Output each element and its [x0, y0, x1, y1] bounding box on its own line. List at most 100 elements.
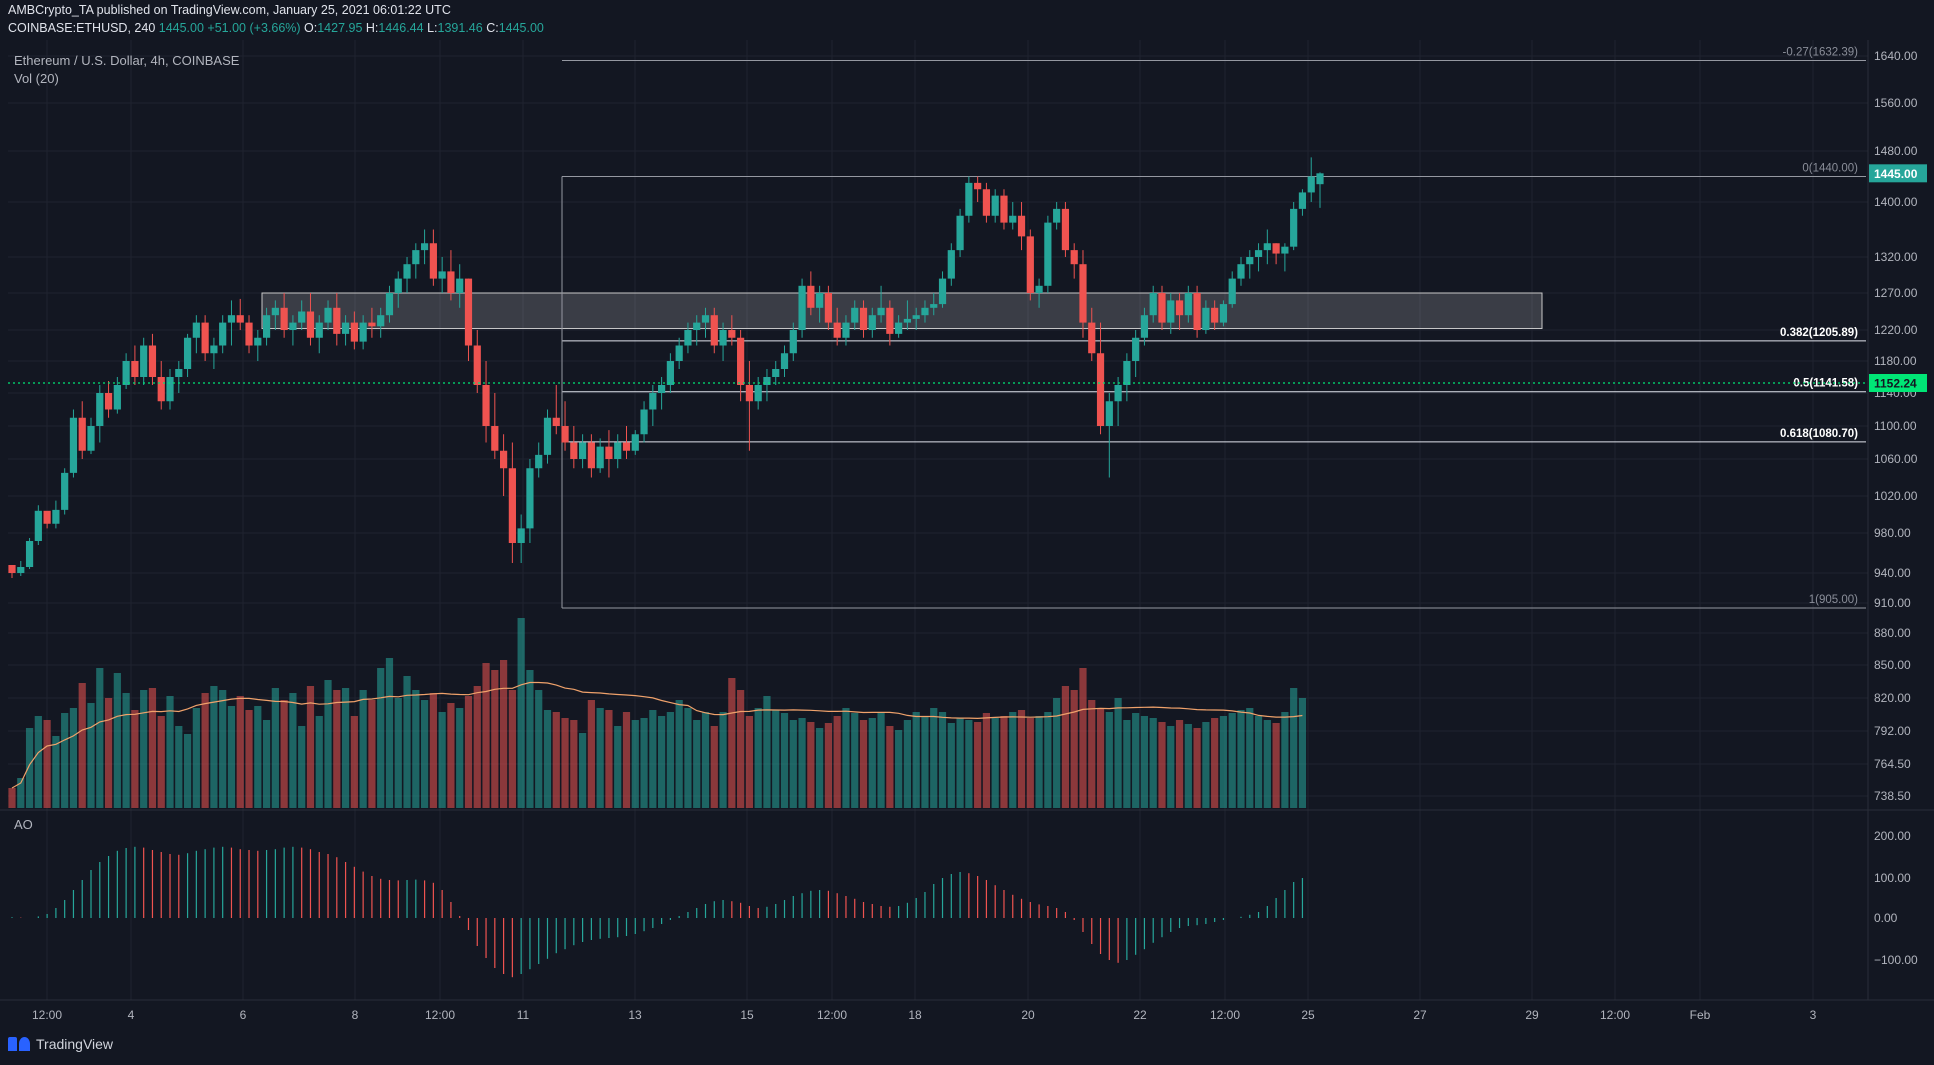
legend-volume[interactable]: Vol (20) — [14, 71, 59, 86]
volume-bar — [192, 708, 200, 808]
volume-bar — [420, 700, 429, 808]
volume-bar — [456, 708, 464, 808]
candle-body — [833, 322, 841, 338]
volume-bar — [104, 698, 113, 808]
candle-body — [859, 307, 868, 330]
volume-bar — [833, 716, 841, 808]
candle-body — [394, 278, 402, 293]
volume-bar — [227, 706, 236, 808]
time-tick-label: 12:00 — [817, 1008, 847, 1022]
price-tick-label: 880.00 — [1874, 626, 1911, 640]
volume-bar — [807, 722, 815, 808]
price-tick-label: 1100.00 — [1874, 419, 1917, 433]
tradingview-brand[interactable]: TradingView — [8, 1036, 113, 1052]
open-label: O: — [304, 21, 318, 35]
candle-body — [851, 307, 859, 323]
volume-bar — [1219, 716, 1228, 808]
fib-label: 1(905.00) — [1809, 594, 1858, 606]
candle-body — [1017, 215, 1026, 237]
volume-bar — [1132, 713, 1140, 808]
volume-bar — [350, 716, 358, 808]
candle-body — [780, 353, 789, 369]
volume-bar — [631, 720, 639, 808]
candle-body — [1088, 322, 1096, 354]
volume-bar — [991, 718, 999, 808]
candle-body — [763, 377, 771, 385]
volume-bar — [640, 718, 648, 808]
volume-bar — [868, 718, 876, 808]
volume-bar — [122, 693, 130, 808]
volume-bar — [1263, 720, 1271, 808]
ao-tick-label: 100.00 — [1874, 871, 1911, 885]
candle-body — [499, 450, 508, 469]
volume-bar — [245, 710, 253, 808]
candle-body — [148, 345, 157, 377]
last-price: 1445.00 — [158, 21, 204, 35]
candle-body — [8, 565, 16, 573]
volume-bar — [61, 713, 69, 808]
volume-bar — [1237, 710, 1245, 808]
volume-bar — [1079, 668, 1087, 808]
volume-bar — [535, 690, 543, 808]
candle-body — [482, 385, 490, 426]
legend-title[interactable]: Ethereum / U.S. Dollar, 4h, COINBASE — [14, 53, 240, 68]
price-tick-label: 738.50 — [1874, 789, 1911, 803]
candle-body — [315, 322, 323, 338]
candle-body — [1211, 307, 1219, 323]
volume-bar — [183, 734, 192, 808]
low-label: L: — [427, 21, 438, 35]
chart-legend: Ethereum / U.S. Dollar, 4h, COINBASE Vol… — [14, 52, 239, 88]
volume-bar — [798, 718, 806, 808]
price-tick-label: 1480.00 — [1874, 144, 1918, 158]
ao-tick-label: 0.00 — [1874, 911, 1898, 925]
price-tick-label: 910.00 — [1874, 596, 1911, 610]
candle-body — [535, 454, 543, 469]
candle-body — [1035, 285, 1043, 293]
candle-body — [192, 322, 200, 338]
candle-body — [517, 528, 525, 543]
volume-bar — [622, 712, 631, 808]
volume-bar — [982, 713, 991, 808]
candle-body — [1316, 173, 1324, 185]
candle-body — [658, 385, 666, 393]
time-tick-label: 3 — [1810, 1008, 1817, 1022]
volume-bar — [34, 716, 42, 808]
volume-bar — [96, 668, 104, 808]
volume-bar — [947, 723, 955, 808]
candle-body — [324, 307, 332, 323]
candle-body — [1202, 307, 1210, 330]
volume-bar — [280, 700, 288, 808]
candle-body — [930, 304, 938, 308]
candle-body — [991, 195, 999, 216]
volume-bar — [508, 690, 516, 808]
volume-bar — [543, 710, 552, 808]
candle-body — [456, 278, 464, 293]
price-tick-label: 1270.00 — [1874, 286, 1918, 300]
candle-body — [289, 322, 297, 330]
ao-label[interactable]: AO — [14, 817, 33, 832]
candle-body — [675, 345, 683, 361]
candle-body — [78, 417, 86, 451]
volume-bar — [1105, 712, 1113, 808]
candle-body — [1272, 243, 1280, 254]
volume-bar — [175, 726, 183, 808]
candle-body — [561, 426, 569, 443]
volume-bar — [1167, 726, 1175, 808]
symbol[interactable]: COINBASE:ETHUSD, 240 — [8, 21, 156, 35]
volume-bar — [271, 688, 279, 808]
candle-body — [69, 417, 78, 473]
candle-body — [25, 541, 34, 567]
price-tick-label: 940.00 — [1874, 566, 1911, 580]
high-label: H: — [365, 21, 379, 35]
candle-body — [693, 322, 701, 330]
candle-body — [43, 510, 51, 524]
time-tick-label: 6 — [240, 1008, 247, 1022]
volume-bar — [113, 673, 121, 808]
time-tick-label: 12:00 — [1600, 1008, 1630, 1022]
time-tick-label: 29 — [1525, 1008, 1539, 1022]
volume-bars — [8, 618, 1307, 808]
fib-label: 0.5(1141.58) — [1793, 378, 1858, 390]
volume-bar — [473, 686, 481, 808]
candle-body — [947, 250, 955, 279]
